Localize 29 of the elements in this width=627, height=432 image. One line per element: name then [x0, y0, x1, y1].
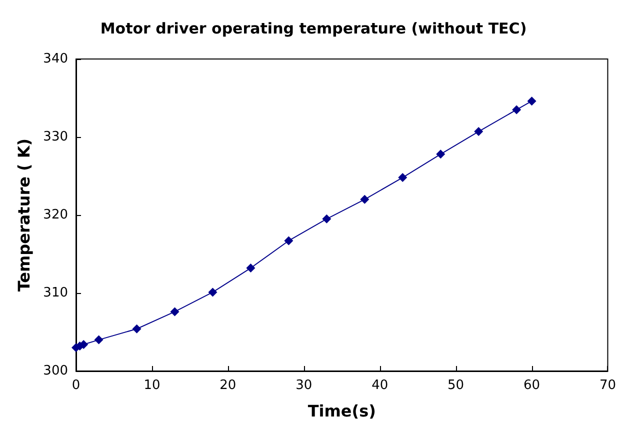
x-tick-label: 40 — [372, 378, 388, 393]
x-tick-label: 10 — [144, 378, 160, 393]
x-tick-label: 20 — [220, 378, 236, 393]
point — [527, 96, 536, 106]
point — [512, 105, 522, 114]
y-tick-label: 330 — [43, 130, 68, 144]
point — [436, 150, 446, 159]
x-tick-label: 60 — [523, 378, 540, 393]
point — [322, 214, 332, 224]
x-axis-title: Time(s) — [308, 402, 376, 420]
y-tick-label: 340 — [43, 52, 68, 66]
point — [398, 173, 408, 182]
x-tick-label: 0 — [72, 378, 80, 393]
x-tick-label: 30 — [296, 378, 312, 393]
point — [132, 324, 142, 334]
point — [208, 288, 218, 297]
point — [474, 127, 484, 136]
y-tick-label: 320 — [43, 208, 68, 222]
point — [246, 264, 256, 273]
point — [170, 307, 180, 316]
point — [360, 194, 370, 204]
point — [94, 335, 104, 344]
y-tick-label: 300 — [43, 364, 68, 378]
y-tick-label: 310 — [43, 286, 68, 300]
x-tick-label: 70 — [599, 378, 616, 393]
point — [284, 236, 294, 246]
y-axis-title: Temperature ( K) — [14, 138, 34, 292]
chart-title: Motor driver operating temperature (without TEC) — [100, 20, 527, 38]
x-tick-label: 50 — [448, 378, 464, 393]
